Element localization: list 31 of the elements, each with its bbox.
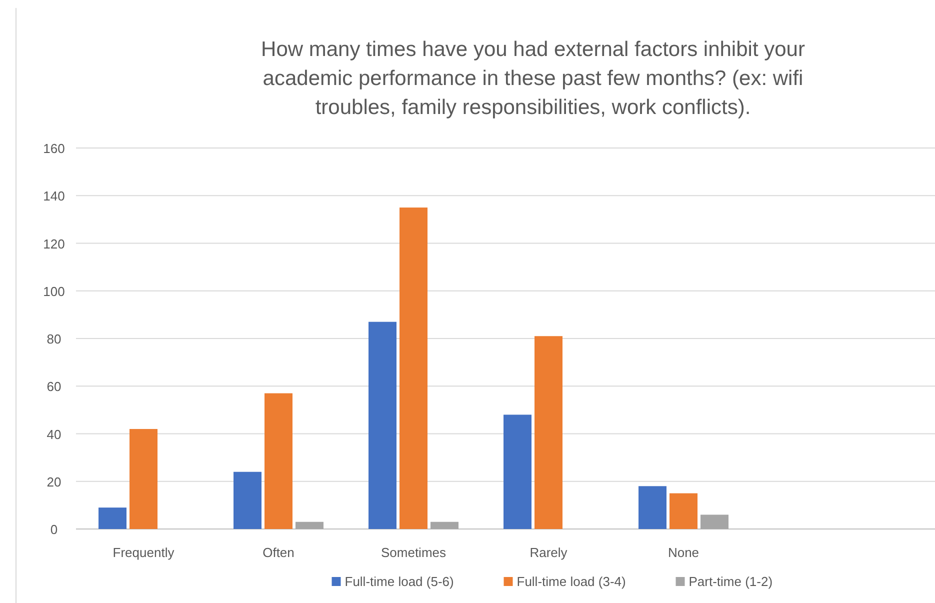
legend-label: Full-time load (5-6)	[344, 574, 454, 589]
bar	[130, 428, 158, 529]
y-tick-label: 40	[46, 426, 62, 442]
legend-label: Full-time load (3-4)	[516, 574, 626, 589]
bar	[296, 522, 324, 529]
y-tick-label: 140	[43, 188, 65, 204]
bar	[638, 486, 666, 529]
y-tick-label: 80	[46, 332, 62, 346]
x-tick-label: Frequently	[112, 545, 175, 560]
y-tick-label: 60	[46, 379, 62, 394]
legend-label: Part-time (1-2)	[688, 574, 773, 589]
chart-title: How many times have you had external factors inhibit your academic performance in these past few months? (ex: wifi troubles, family responsibilities, work conflicts).	[261, 38, 805, 119]
bar	[234, 472, 262, 529]
bar	[504, 414, 532, 529]
x-tick-label: None	[668, 545, 700, 560]
bar	[430, 522, 458, 529]
bar	[264, 393, 292, 529]
y-tick-label: 0	[50, 522, 58, 537]
y-tick-label: 160	[43, 141, 65, 156]
x-tick-label: Sometimes	[380, 545, 447, 560]
bar	[98, 508, 126, 529]
bar	[700, 514, 728, 529]
bar	[368, 322, 396, 529]
x-tick-label: Rarely	[530, 545, 568, 560]
bar	[400, 208, 428, 529]
y-tick-label: 20	[46, 474, 62, 490]
x-tick-label: Often	[262, 545, 294, 560]
y-tick-label: 100	[43, 284, 65, 299]
bar	[534, 336, 562, 529]
bar	[670, 493, 698, 529]
y-tick-label: 120	[43, 236, 65, 252]
